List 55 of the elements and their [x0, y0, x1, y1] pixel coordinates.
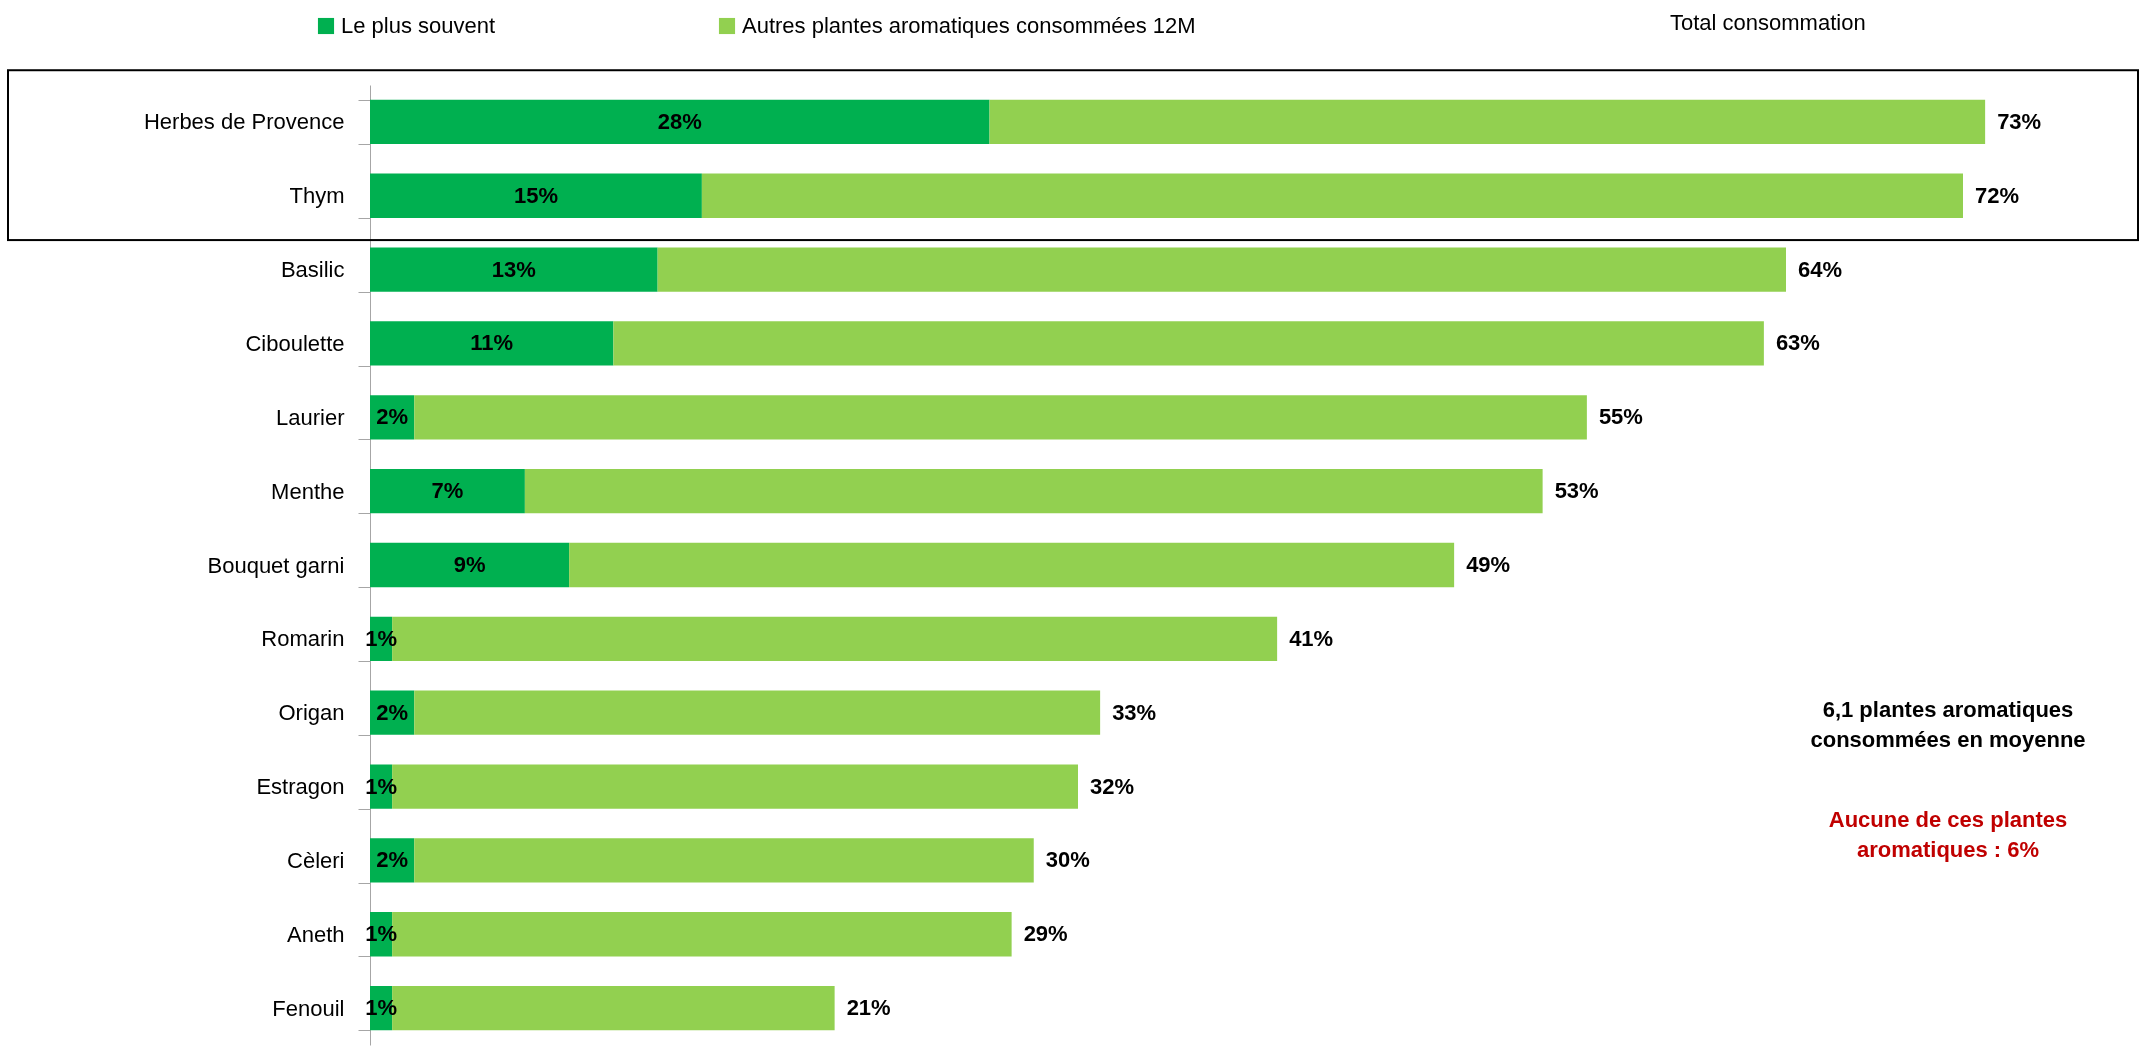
- data-label: 9%: [453, 552, 486, 577]
- total-label: 63%: [1775, 330, 1820, 356]
- total-label: 49%: [1466, 552, 1511, 577]
- y-tick-label: Aneth: [287, 921, 345, 947]
- total-label: 30%: [1045, 847, 1090, 873]
- data-label: 2%: [376, 699, 409, 725]
- bar: [524, 469, 1543, 514]
- y-tick-label: Menthe: [271, 478, 345, 504]
- data-label: 15%: [513, 182, 558, 208]
- bar: [414, 690, 1101, 735]
- total-label: 33%: [1112, 699, 1157, 725]
- total-label: 21%: [846, 995, 891, 1021]
- bar: [370, 247, 658, 292]
- y-tick-label: Cèleri: [287, 847, 345, 873]
- total-label: 55%: [1598, 404, 1643, 430]
- data-label: 2%: [376, 847, 409, 873]
- bar: [613, 321, 1764, 366]
- total-label: 29%: [1023, 921, 1068, 947]
- y-tick-label: Basilic: [280, 257, 345, 283]
- data-label: 13%: [491, 256, 536, 282]
- y-tick-label: Bouquet garni: [207, 552, 345, 578]
- bar: [701, 173, 1963, 218]
- total-label: 32%: [1090, 773, 1135, 799]
- bar: [657, 247, 1786, 292]
- y-tick-label: Estragon: [256, 774, 345, 800]
- annotation: 6,1 plantes aromatiques consommées en moyenne: [1810, 697, 2086, 752]
- text: Total consommation: [1670, 10, 1866, 35]
- legend-label: Le plus souvent: [341, 13, 496, 38]
- bar: [989, 99, 1986, 145]
- annotation: Aucune de ces plantes aromatiques : 6%: [1828, 807, 2068, 862]
- y-tick-label: Fenouil: [272, 995, 345, 1021]
- bar: [370, 469, 525, 514]
- bar: [370, 173, 702, 218]
- data-label: 7%: [431, 478, 464, 504]
- y-tick-label: Herbes de Provence: [143, 109, 345, 135]
- data-label: 2%: [376, 404, 409, 430]
- bar: [414, 838, 1034, 883]
- y-tick-label: Laurier: [276, 404, 345, 430]
- bar: [569, 542, 1455, 588]
- bar: [370, 542, 570, 588]
- data-label: 11%: [470, 330, 514, 356]
- total-label: 72%: [1975, 182, 2020, 208]
- bar: [414, 395, 1587, 440]
- legend-label: Autres plantes aromatiques consommées 12M: [742, 13, 1196, 38]
- data-label: 28%: [657, 108, 702, 134]
- y-tick-label: Romarin: [261, 626, 345, 652]
- bar: [370, 321, 614, 366]
- total-label: 53%: [1554, 478, 1599, 504]
- y-tick-label: Origan: [278, 700, 345, 726]
- bar: [370, 99, 990, 145]
- total-label: 73%: [1997, 108, 2042, 134]
- y-tick-label: Thym: [289, 183, 345, 209]
- total-label: 64%: [1798, 256, 1843, 282]
- y-tick-label: Ciboulette: [245, 330, 345, 356]
- total-label: 41%: [1289, 625, 1334, 651]
